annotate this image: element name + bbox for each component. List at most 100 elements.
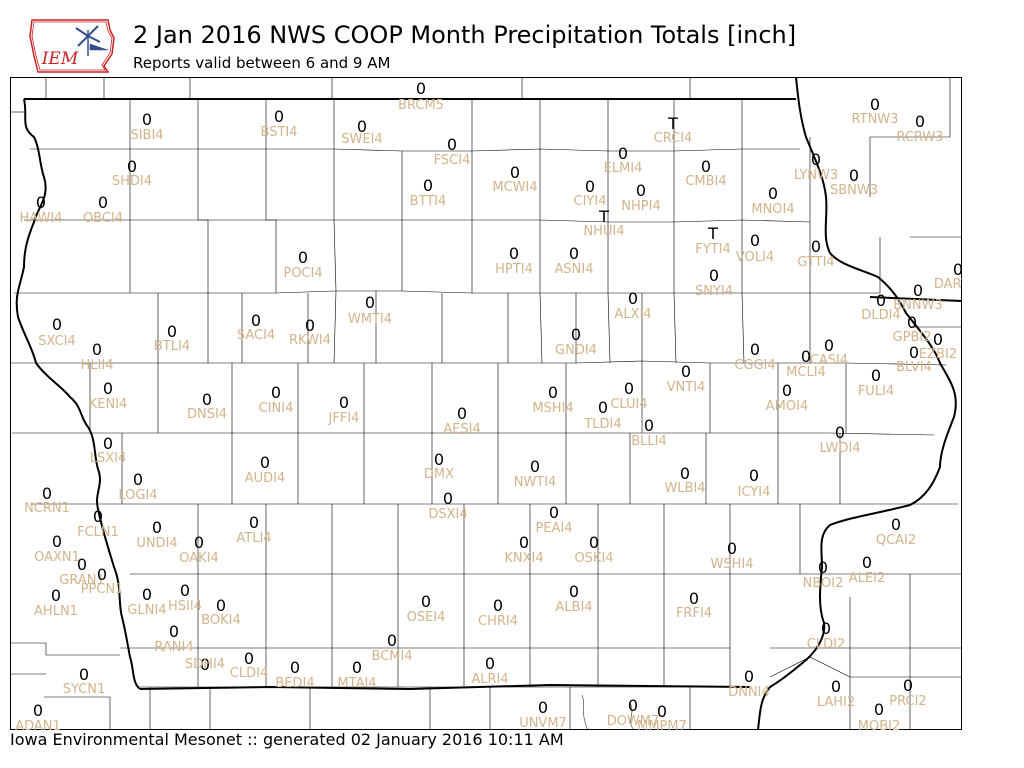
precipitation-map: 0 BRCM5 0 SIBI4 0 BSTI4 0 SWEI4 0 FSCI4 T CRCI4 0 RTN… — [10, 77, 962, 730]
station-value: 0 — [618, 144, 628, 163]
station-id-label: GLNI4 — [127, 603, 166, 618]
station-id-label: MMPM7 — [637, 719, 687, 730]
station-value: 0 — [624, 379, 634, 398]
station-id-label: HLII4 — [81, 358, 114, 373]
station-value: 0 — [750, 231, 760, 250]
station-value: 0 — [457, 404, 467, 423]
station-value: 0 — [271, 383, 281, 402]
station-value: 0 — [339, 393, 349, 412]
station-value: 0 — [585, 177, 595, 196]
il-wi-border — [869, 296, 962, 302]
station-id-label: ALEI2 — [849, 571, 885, 586]
station-value: 0 — [680, 464, 690, 483]
station-value: 0 — [915, 112, 925, 131]
station-value: 0 — [387, 631, 397, 650]
station-id-label: OAXN1 — [34, 550, 80, 565]
station-value: 0 — [744, 667, 754, 686]
station-value: 0 — [509, 244, 519, 263]
station-id-label: BTLI4 — [154, 339, 190, 354]
station-id-label: RKWI4 — [289, 333, 331, 348]
station-value: 0 — [142, 110, 152, 129]
station-id-label: UNDI4 — [136, 536, 177, 551]
station-id-label: DOWM7 — [607, 714, 660, 729]
station-id-label: DNNI4 — [728, 685, 770, 700]
iowa-south-border — [139, 683, 751, 691]
station-value: 0 — [913, 281, 923, 300]
footer-credit: Iowa Environmental Mesonet :: generated … — [10, 730, 564, 749]
station-value: 0 — [862, 553, 872, 572]
station-value: 0 — [36, 193, 46, 212]
station-id-label: RCRW3 — [896, 130, 943, 145]
station-value: 0 — [569, 582, 579, 601]
station-id-label: DSXI4 — [428, 507, 467, 522]
page-title: 2 Jan 2016 NWS COOP Month Precipitation … — [133, 21, 797, 49]
station-value: 0 — [79, 665, 89, 684]
station-id-label: CGGI4 — [734, 358, 775, 373]
station-value: 0 — [628, 289, 638, 308]
station-value: 0 — [681, 362, 691, 381]
station-value: 0 — [352, 658, 362, 677]
station-value: 0 — [52, 315, 62, 334]
station-value: 0 — [434, 450, 444, 469]
station-value: 0 — [202, 390, 212, 409]
station-value: 0 — [831, 677, 841, 696]
station-id-label: EZBI2 — [919, 347, 957, 362]
station-id-label: HAWI4 — [20, 211, 63, 226]
station-value: 0 — [689, 589, 699, 608]
iowa-outline-logo-shape-inner — [31, 21, 113, 71]
station-id-label: LAHI2 — [817, 695, 855, 710]
station-value: T — [707, 224, 718, 243]
station-id-label: OBCI4 — [83, 211, 123, 226]
station-value: 0 — [821, 619, 831, 638]
station-value: 0 — [907, 313, 917, 332]
station-id-label: DLDI4 — [861, 308, 900, 323]
station-id-label: WLBI4 — [664, 481, 705, 496]
station-id-label: LWDI4 — [819, 441, 860, 456]
station-value: 0 — [768, 184, 778, 203]
station-id-label: UNVM7 — [519, 716, 567, 730]
station-id-label: ELMI4 — [604, 161, 643, 176]
station-value: 0 — [152, 518, 162, 537]
station-id-label: HSII4 — [168, 599, 202, 614]
station-id-label: SYCN1 — [63, 682, 106, 697]
station-value: T — [667, 114, 678, 133]
station-id-label: SHDI4 — [112, 174, 152, 189]
station-id-label: CLUI4 — [610, 397, 647, 412]
station-id-label: NWTI4 — [514, 475, 557, 490]
station-value: 0 — [52, 532, 62, 551]
station-value: 0 — [194, 533, 204, 552]
station-value: 0 — [871, 366, 881, 385]
minor-rivers — [581, 694, 635, 730]
station-id-label: KNXI4 — [504, 551, 543, 566]
station-id-label: WSHI4 — [711, 557, 754, 572]
